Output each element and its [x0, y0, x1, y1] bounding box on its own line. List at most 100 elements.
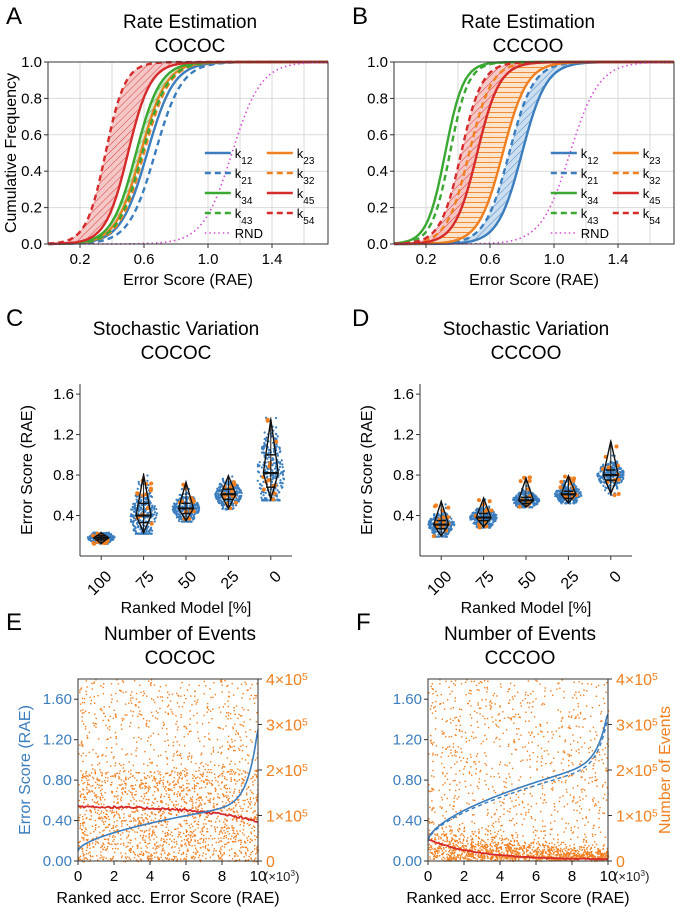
event-point	[185, 802, 188, 805]
event-point	[221, 684, 224, 686]
event-point	[108, 729, 111, 731]
event-point	[212, 696, 214, 699]
event-point	[171, 711, 173, 713]
event-point	[191, 787, 194, 789]
event-point	[132, 697, 134, 699]
highlight-point	[261, 487, 266, 492]
data-point	[173, 509, 176, 512]
event-point	[130, 839, 132, 842]
event-point	[150, 819, 153, 821]
event-point	[156, 718, 159, 720]
event-point	[226, 809, 228, 811]
y-axis-label: Error Score (RAE)	[19, 405, 36, 535]
event-point	[186, 689, 189, 691]
legend-label-base: RND	[581, 226, 609, 241]
event-point	[232, 840, 234, 843]
event-point	[244, 842, 247, 844]
data-point	[112, 534, 115, 538]
event-point	[196, 712, 198, 715]
event-point	[108, 720, 110, 722]
event-point	[161, 700, 164, 702]
y-axis-label: Cumulative Frequency	[3, 73, 20, 233]
event-point	[227, 695, 230, 697]
event-point	[103, 823, 105, 825]
event-point	[219, 840, 221, 842]
event-point	[199, 813, 201, 816]
event-point	[202, 823, 205, 825]
legend-label-sub: 54	[649, 216, 661, 227]
event-point	[244, 840, 246, 843]
event-point	[102, 683, 105, 685]
event-point	[183, 807, 186, 809]
event-point	[153, 777, 155, 779]
event-point	[165, 790, 167, 792]
event-point	[111, 781, 113, 784]
event-point	[155, 845, 157, 848]
event-point	[134, 824, 136, 827]
event-point	[157, 712, 159, 714]
event-point	[159, 696, 162, 698]
event-point	[83, 781, 86, 784]
event-point	[188, 752, 191, 754]
data-point	[272, 474, 275, 477]
event-point	[110, 775, 112, 778]
event-point	[162, 810, 164, 813]
event-point	[121, 808, 123, 811]
legend-label-k45: k45	[643, 186, 661, 207]
event-point	[120, 843, 122, 845]
event-point	[243, 846, 245, 849]
event-point	[88, 843, 91, 845]
event-point	[180, 835, 182, 838]
event-point	[172, 781, 174, 784]
event-point	[139, 710, 141, 712]
data-point	[136, 521, 139, 525]
event-point	[100, 792, 103, 795]
event-point	[101, 709, 103, 712]
event-point	[100, 812, 102, 814]
event-point	[193, 780, 195, 782]
event-point	[147, 802, 149, 805]
event-point	[245, 854, 247, 856]
y-tick-label: 1.0	[367, 54, 388, 71]
event-point	[206, 782, 208, 784]
event-point	[85, 857, 87, 859]
event-point	[90, 702, 92, 705]
event-point	[176, 843, 178, 845]
event-point	[255, 797, 257, 799]
event-point	[240, 847, 242, 849]
event-point	[95, 797, 98, 799]
event-point	[144, 839, 146, 841]
event-point	[132, 775, 134, 777]
event-point	[93, 682, 95, 685]
event-point	[104, 780, 106, 782]
event-point	[197, 820, 200, 823]
event-point	[108, 818, 110, 821]
data-point	[260, 466, 263, 469]
data-point	[598, 479, 601, 483]
data-point	[262, 499, 266, 502]
event-point	[155, 710, 158, 712]
event-point	[197, 809, 199, 811]
event-point	[191, 704, 193, 706]
event-point	[79, 858, 82, 861]
event-point	[138, 736, 140, 739]
event-point	[234, 836, 236, 838]
event-point	[178, 849, 181, 852]
event-point	[122, 681, 125, 683]
event-point	[104, 826, 107, 829]
data-point	[555, 489, 559, 492]
event-point	[233, 832, 236, 835]
event-point	[211, 844, 214, 846]
event-point	[177, 836, 179, 838]
event-point	[147, 843, 149, 845]
event-point	[241, 773, 243, 775]
event-point	[234, 763, 236, 765]
event-point	[218, 764, 220, 767]
event-point	[234, 771, 237, 774]
data-point	[146, 474, 149, 477]
event-point	[149, 771, 152, 773]
data-point	[145, 500, 148, 504]
event-point	[84, 728, 87, 730]
event-point	[133, 856, 136, 859]
event-point	[216, 796, 219, 798]
